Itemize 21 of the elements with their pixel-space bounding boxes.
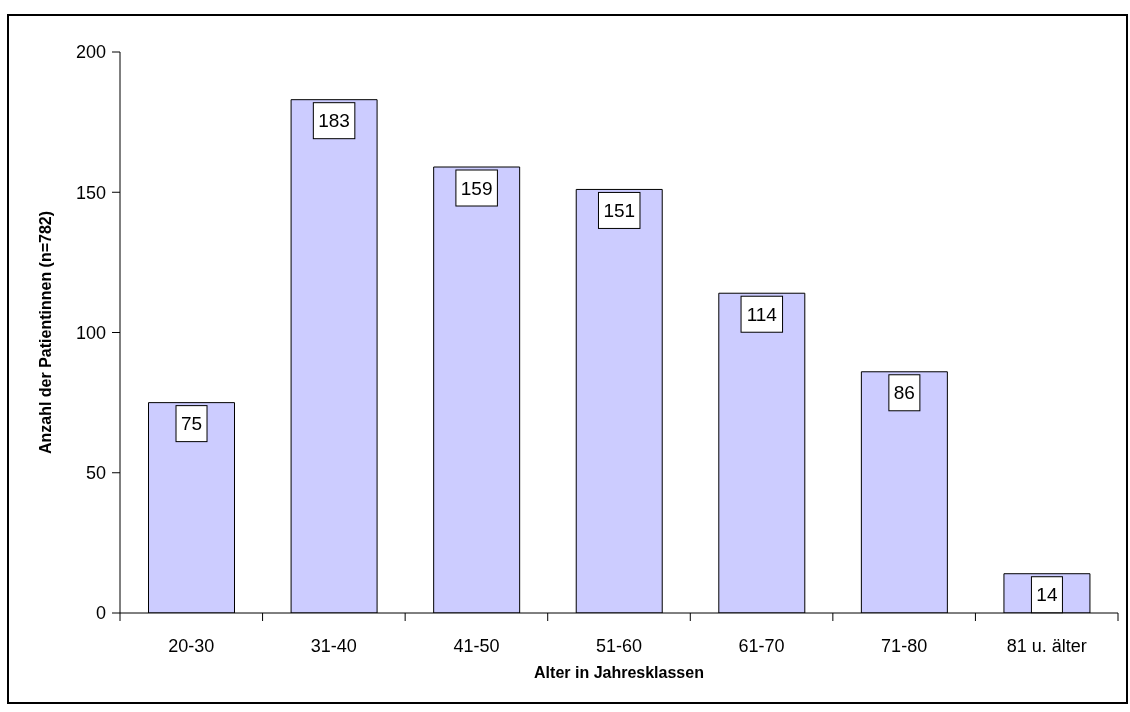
y-tick-label: 150: [75, 182, 106, 203]
x-axis-title: Alter in Jahresklassen: [534, 663, 704, 681]
x-tick-label: 81 u. älter: [1006, 636, 1087, 656]
y-axis-title: Anzahl der Patientinnen (n=782): [36, 210, 54, 455]
x-tick-label: 61-70: [738, 636, 785, 656]
data-label: 75: [180, 413, 203, 435]
data-label: 151: [603, 199, 636, 221]
data-label: 159: [460, 177, 493, 199]
x-tick-label: 71-80: [881, 636, 928, 656]
data-label: 86: [893, 382, 915, 404]
y-tick-label: 100: [75, 322, 106, 343]
x-tick-label: 51-60: [595, 636, 643, 656]
x-tick-label: 41-50: [453, 636, 500, 656]
x-tick-label: 20-30: [168, 636, 215, 656]
y-tick-label: 0: [95, 603, 106, 624]
data-label: 14: [1036, 584, 1058, 606]
data-label: 183: [318, 110, 350, 132]
y-tick-label: 200: [75, 42, 106, 63]
data-label: 114: [746, 303, 778, 325]
x-tick-label: 31-40: [310, 636, 357, 656]
y-tick-label: 50: [85, 463, 106, 484]
